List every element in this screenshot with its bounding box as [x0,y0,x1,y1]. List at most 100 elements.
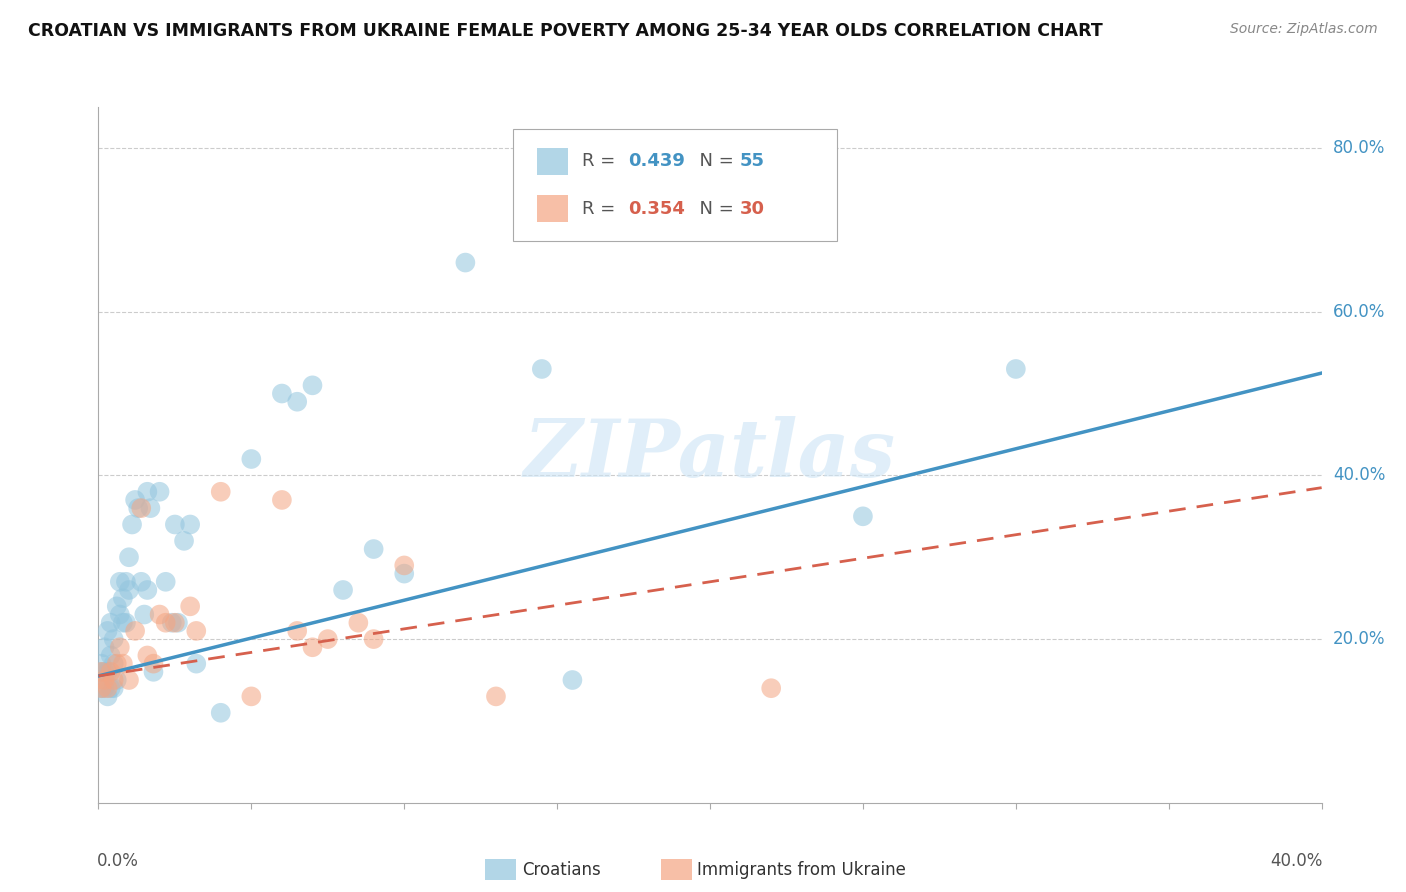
Text: 80.0%: 80.0% [1333,139,1385,157]
Point [111,657,134,671]
Text: Source: ZipAtlas.com: Source: ZipAtlas.com [1230,22,1378,37]
Point [97,665,120,679]
Point [485,690,508,704]
Point [186,657,208,671]
Point [155,574,177,589]
Point [124,492,146,507]
Point [115,574,138,589]
Point [103,673,125,687]
Point [118,673,141,687]
Point [240,452,263,467]
Point [363,632,385,646]
Point [155,615,177,630]
Point [240,690,263,704]
Text: Croatians: Croatians [522,861,600,879]
Point [316,632,339,646]
Text: N =: N = [688,200,740,218]
Text: R =: R = [582,153,621,170]
Point [852,509,875,524]
Point [90,681,112,696]
Point [136,648,159,663]
Text: Immigrants from Ukraine: Immigrants from Ukraine [697,861,907,879]
Point [136,484,159,499]
Point [90,665,112,679]
Point [139,501,162,516]
Point [97,624,120,638]
Point [108,574,131,589]
Point [347,615,370,630]
Point [530,362,553,376]
Point [363,542,385,557]
Point [93,640,115,655]
Point [149,484,172,499]
Text: 60.0%: 60.0% [1333,302,1385,321]
Point [173,533,195,548]
Point [179,599,201,614]
Point [100,681,122,696]
Point [93,665,115,679]
Point [301,640,323,655]
Point [134,607,156,622]
Point [90,657,112,671]
Point [142,665,165,679]
Point [108,640,131,655]
Point [454,255,477,269]
Text: ZIPatlas: ZIPatlas [524,417,896,493]
Point [129,574,152,589]
Point [124,624,146,638]
Point [392,566,416,581]
Point [97,690,120,704]
Point [270,386,292,401]
Point [100,615,122,630]
Text: 0.0%: 0.0% [97,852,139,870]
Point [111,615,134,630]
Point [97,681,120,696]
Text: 40.0%: 40.0% [1333,467,1385,484]
Point [93,681,115,696]
Point [105,657,128,671]
Point [561,673,583,687]
Point [103,632,125,646]
Point [118,550,141,565]
Point [209,484,232,499]
Point [285,624,308,638]
Point [100,665,122,679]
Text: N =: N = [688,153,740,170]
Point [270,492,292,507]
Text: 0.354: 0.354 [628,200,685,218]
Point [90,665,112,679]
Text: 40.0%: 40.0% [1271,852,1323,870]
Text: 20.0%: 20.0% [1333,630,1385,648]
Point [100,648,122,663]
Point [301,378,323,392]
Point [90,681,112,696]
Point [186,624,208,638]
Point [209,706,232,720]
Point [121,517,143,532]
Point [142,657,165,671]
Point [392,558,416,573]
Point [111,591,134,606]
Text: 0.439: 0.439 [628,153,685,170]
Point [103,657,125,671]
Point [103,681,125,696]
Point [127,501,149,516]
Point [1004,362,1026,376]
Text: R =: R = [582,200,621,218]
Point [115,615,138,630]
Point [129,501,152,516]
Point [285,394,308,409]
Text: 30: 30 [740,200,765,218]
Point [136,582,159,597]
Point [105,673,128,687]
Point [105,599,128,614]
Point [108,607,131,622]
Point [163,615,186,630]
Point [167,615,190,630]
Point [149,607,172,622]
Point [332,582,354,597]
Point [93,673,115,687]
Text: 55: 55 [740,153,765,170]
Point [163,517,186,532]
Point [160,615,183,630]
